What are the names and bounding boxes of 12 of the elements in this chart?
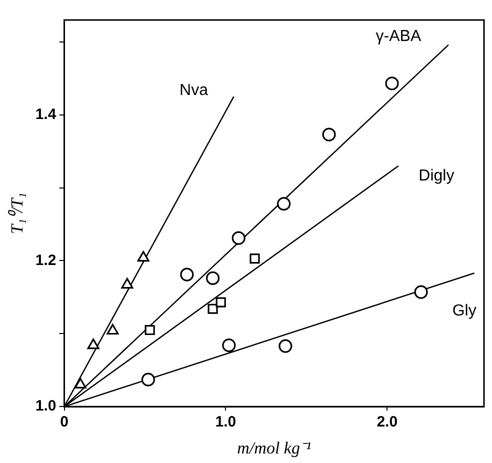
series-label: γ-ABA xyxy=(376,28,422,46)
y-tick-label: 1.0 xyxy=(35,398,56,415)
x-tick-label: 2.0 xyxy=(376,414,398,431)
y-tick-label: 1.2 xyxy=(35,252,56,269)
series-label: Gly xyxy=(452,302,476,320)
series-label: Nva xyxy=(180,82,208,99)
x-tick-label: 1.0 xyxy=(215,414,236,431)
x-tick-label: 0 xyxy=(60,414,68,431)
x-axis-title: m/mol kg⁻¹ xyxy=(237,438,312,458)
y-axis-title: T₁⁰/T₁ xyxy=(8,192,27,234)
y-tick-label: 1.4 xyxy=(35,106,57,123)
series-label: Digly xyxy=(418,167,454,184)
